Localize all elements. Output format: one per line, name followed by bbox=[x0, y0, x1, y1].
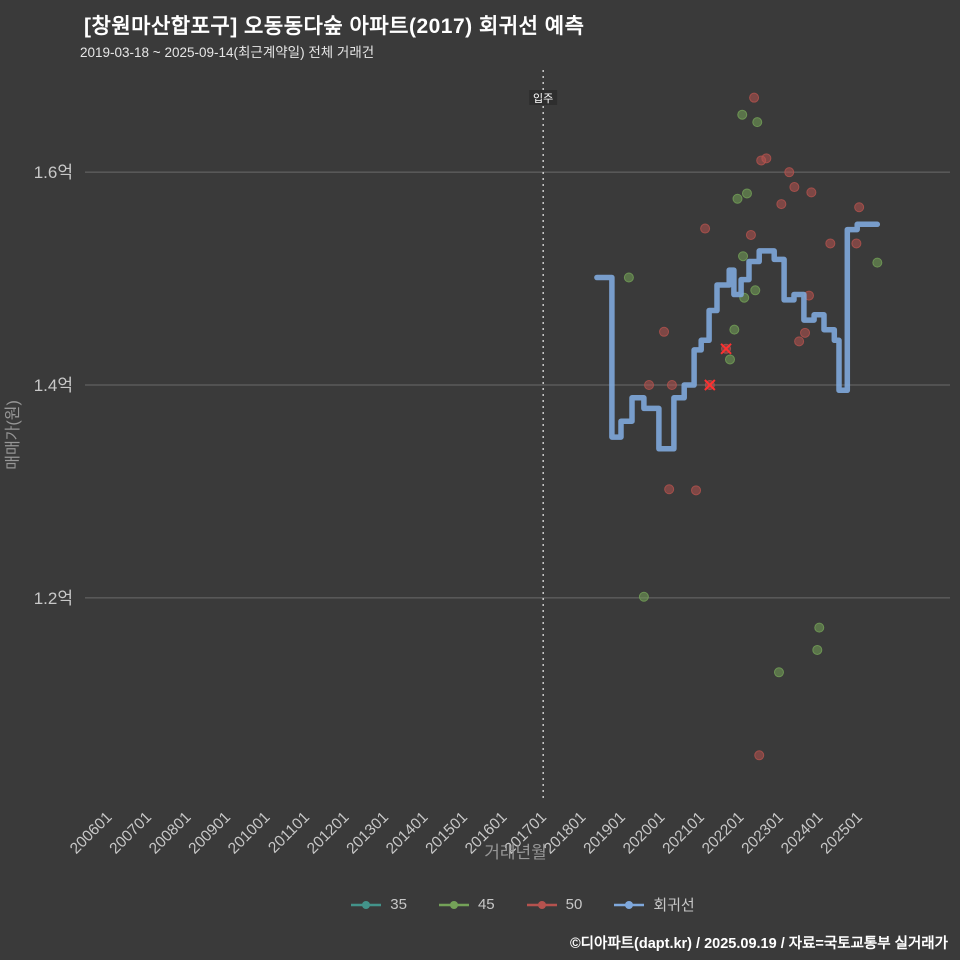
chart-canvas: 1.6억 1.4억 1.2억 2006012007012008012009012010… bbox=[4, 70, 950, 862]
credit-text: ©디아파트(dapt.kr) / 2025.09.19 / 자료=국토교통부 실… bbox=[569, 936, 948, 952]
legend-marker-icon bbox=[351, 900, 382, 909]
data-point bbox=[806, 187, 817, 198]
x-tick-label: 202501 bbox=[817, 809, 866, 858]
data-point bbox=[754, 750, 765, 761]
data-point bbox=[732, 193, 743, 204]
data-point bbox=[745, 229, 756, 240]
chart-legend: 35 45 50 회귀선 bbox=[0, 894, 960, 915]
data-point bbox=[789, 182, 800, 193]
x-tick-label: 201301 bbox=[343, 809, 392, 858]
x-tick-label: 201201 bbox=[304, 809, 353, 858]
x-tick-label: 202201 bbox=[699, 809, 748, 858]
data-point bbox=[814, 622, 825, 633]
data-point bbox=[749, 92, 760, 103]
data-point bbox=[638, 591, 649, 602]
x-tick-label: 201901 bbox=[580, 809, 629, 858]
legend-item-회귀선: 회귀선 bbox=[612, 894, 695, 915]
x-tick-label: 202401 bbox=[778, 809, 827, 858]
gridlines: 1.6억 1.4억 1.2억 bbox=[34, 163, 950, 608]
data-point bbox=[800, 327, 811, 338]
x-tick-label: 202301 bbox=[738, 809, 787, 858]
data-point bbox=[854, 202, 865, 213]
data-point bbox=[825, 238, 836, 249]
legend-marker-icon bbox=[526, 900, 557, 909]
x-tick-label: 200601 bbox=[67, 809, 116, 858]
data-point bbox=[729, 324, 740, 335]
y-axis-title: 매매가(원) bbox=[4, 400, 22, 470]
legend-label: 회귀선 bbox=[653, 897, 695, 914]
legend-label: 50 bbox=[565, 896, 583, 913]
data-point bbox=[741, 188, 752, 199]
data-point bbox=[872, 257, 883, 268]
data-point bbox=[851, 238, 862, 249]
data-point bbox=[750, 285, 761, 296]
legend-label: 45 bbox=[477, 896, 495, 913]
x-axis-ticks: 2006012007012008012009012010012011012012… bbox=[67, 809, 866, 858]
move-in-label: 입주 bbox=[533, 92, 553, 105]
y-tick-label: 1.6억 bbox=[34, 163, 73, 182]
legend-marker-icon bbox=[438, 900, 469, 909]
data-point bbox=[664, 484, 675, 495]
y-tick-label: 1.2억 bbox=[34, 589, 73, 608]
legend-label: 35 bbox=[390, 896, 407, 913]
legend-item-45: 45 bbox=[437, 896, 495, 913]
x-marker bbox=[720, 343, 732, 355]
page-title: [창원마산합포구] 오동동다숲 아파트(2017) 회귀선 예측 bbox=[84, 15, 585, 38]
x-tick-label: 201801 bbox=[541, 809, 590, 858]
data-point bbox=[659, 326, 670, 337]
data-point bbox=[773, 667, 784, 678]
x-tick-label: 202101 bbox=[659, 809, 708, 858]
x-tick-label: 201401 bbox=[383, 809, 432, 858]
x-tick-label: 200901 bbox=[185, 809, 234, 858]
data-point bbox=[794, 336, 805, 347]
data-point bbox=[776, 199, 787, 210]
x-tick-label: 202001 bbox=[620, 809, 669, 858]
data-point bbox=[700, 223, 711, 234]
data-point bbox=[644, 379, 655, 390]
data-point bbox=[752, 117, 763, 128]
x-marker bbox=[704, 379, 716, 391]
legend-item-35: 35 bbox=[349, 896, 407, 913]
x-tick-label: 201501 bbox=[422, 809, 471, 858]
data-point bbox=[623, 272, 634, 283]
outlier-x-markers bbox=[704, 343, 732, 391]
data-point bbox=[737, 109, 748, 120]
regression-line bbox=[594, 221, 881, 452]
data-point bbox=[724, 354, 735, 365]
move-in-label-bg bbox=[529, 90, 558, 105]
data-point bbox=[784, 167, 795, 178]
x-axis-title: 거래년월 bbox=[484, 843, 547, 862]
page-subtitle: 2019-03-18 ~ 2025-09-14(최근계약일) 전체 거래건 bbox=[80, 45, 375, 60]
series-45 bbox=[623, 109, 883, 678]
data-point bbox=[666, 379, 677, 390]
data-point bbox=[738, 251, 749, 262]
x-tick-label: 200701 bbox=[106, 809, 155, 858]
x-tick-label: 201001 bbox=[225, 809, 274, 858]
x-tick-label: 200801 bbox=[146, 809, 195, 858]
x-tick-label: 201101 bbox=[265, 809, 313, 857]
series-50 bbox=[644, 92, 865, 761]
legend-marker-icon bbox=[614, 900, 645, 909]
data-point bbox=[761, 153, 772, 164]
y-tick-label: 1.4억 bbox=[34, 376, 73, 395]
data-point bbox=[691, 485, 702, 496]
data-point bbox=[812, 644, 823, 655]
legend-item-50: 50 bbox=[525, 896, 583, 913]
